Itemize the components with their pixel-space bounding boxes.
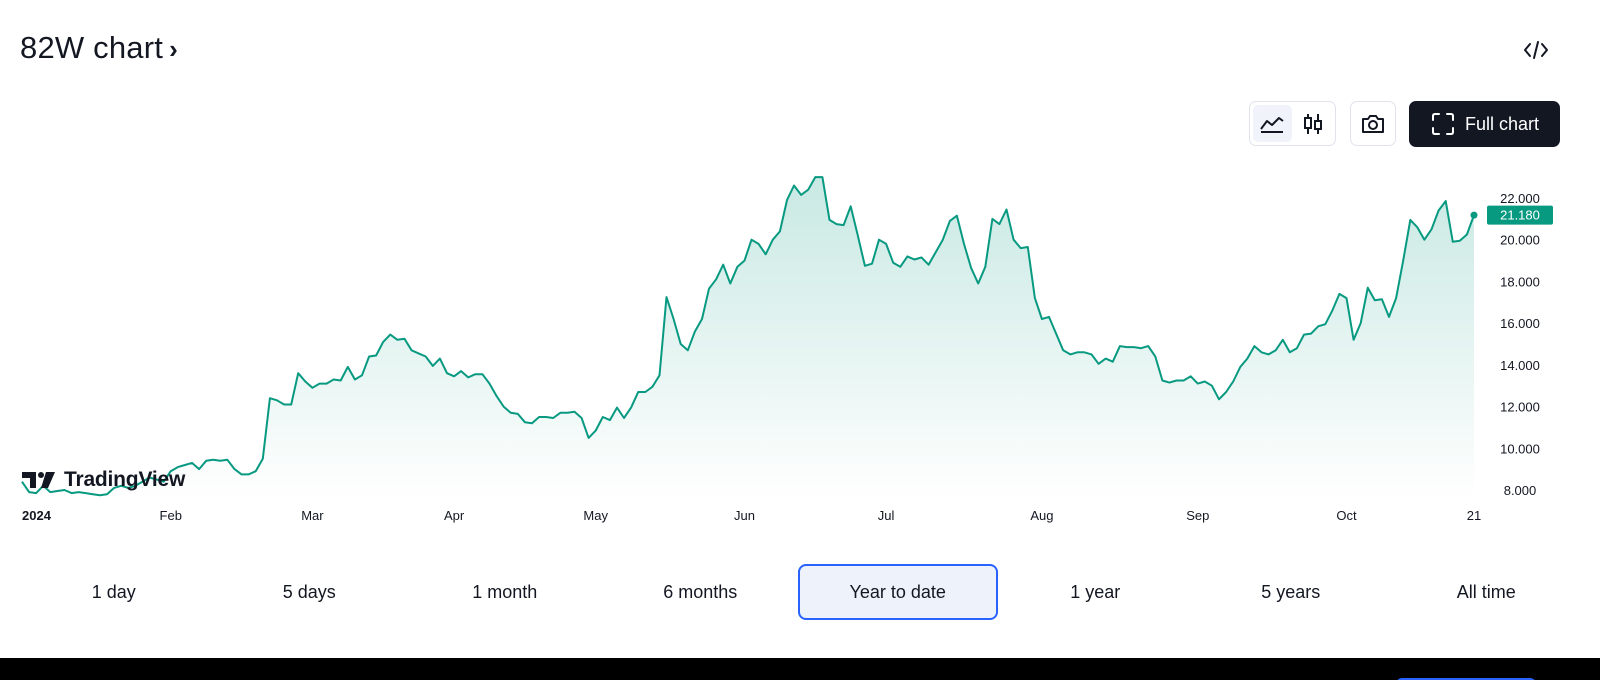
range-label: All time xyxy=(1456,581,1516,602)
y-tick-label: 18.000 xyxy=(1500,274,1540,289)
chart-type-group xyxy=(1249,101,1336,146)
y-tick-label: 12.000 xyxy=(1500,400,1540,415)
tradingview-logo-icon xyxy=(22,472,55,488)
y-tick-label: 8.000 xyxy=(1504,483,1537,498)
area-chart-icon xyxy=(1260,116,1284,133)
chart-title-link[interactable]: 82W chart › xyxy=(20,30,178,66)
code-icon xyxy=(1524,41,1548,59)
x-tick-label: Feb xyxy=(160,508,182,523)
area-fill xyxy=(22,177,1474,500)
x-tick-label: Apr xyxy=(444,508,465,523)
tradingview-logo[interactable]: TradingView xyxy=(22,468,185,492)
range-label: 6 months xyxy=(663,581,738,602)
full-chart-button[interactable]: Full chart xyxy=(1409,101,1560,147)
banner-button[interactable] xyxy=(1396,678,1536,680)
range-5-days[interactable]: 5 days xyxy=(212,564,408,620)
camera-icon xyxy=(1362,114,1384,133)
last-price-label: 21.180 xyxy=(1500,208,1540,223)
chevron-right-icon: › xyxy=(169,33,178,64)
y-tick-label: 10.000 xyxy=(1500,441,1540,456)
x-tick-label: Jul xyxy=(878,508,895,523)
candlestick-icon xyxy=(1303,113,1322,134)
x-tick-label: 2024 xyxy=(22,508,52,523)
fullscreen-icon xyxy=(1432,113,1454,135)
y-tick-label: 16.000 xyxy=(1500,316,1540,331)
x-axis: 2024 Feb Mar Apr May Jun Jul Aug Sep Oct 21 xyxy=(22,508,1481,523)
range-label: 5 years xyxy=(1261,581,1321,602)
price-line xyxy=(21,176,1475,497)
snapshot-button[interactable] xyxy=(1350,101,1396,146)
x-tick-label: Sep xyxy=(1186,508,1209,523)
x-tick-label: Aug xyxy=(1030,508,1053,523)
range-6-months[interactable]: 6 months xyxy=(603,564,799,620)
y-tick-label: 20.000 xyxy=(1500,233,1540,248)
range-label: 5 days xyxy=(282,581,336,602)
range-1-day[interactable]: 1 day xyxy=(16,564,212,620)
area-chart-button[interactable] xyxy=(1253,105,1292,142)
range-all-time[interactable]: All time xyxy=(1389,564,1585,620)
range-5-years[interactable]: 5 years xyxy=(1193,564,1389,620)
embed-code-button[interactable] xyxy=(1518,36,1554,64)
range-1-year[interactable]: 1 year xyxy=(998,564,1194,620)
x-tick-label: May xyxy=(583,508,608,523)
last-price-badge: 21.180 xyxy=(1487,205,1553,225)
range-year-to-date[interactable]: Year to date xyxy=(798,564,998,620)
price-chart[interactable]: 8.000 10.000 12.000 14.000 16.000 18.000 20.00… xyxy=(0,160,1600,530)
range-label: Year to date xyxy=(849,581,946,602)
last-price-dot xyxy=(1470,211,1478,219)
chart-title: 82W chart xyxy=(20,30,164,65)
x-tick-label: Mar xyxy=(301,508,324,523)
bottom-banner xyxy=(0,658,1600,680)
full-chart-label: Full chart xyxy=(1465,113,1540,134)
range-1-month[interactable]: 1 month xyxy=(407,564,603,620)
y-tick-label: 22.000 xyxy=(1500,191,1540,206)
y-tick-label: 14.000 xyxy=(1500,358,1540,373)
range-label: 1 day xyxy=(91,581,136,602)
x-tick-label: Jun xyxy=(734,508,755,523)
time-range-selector: 1 day 5 days 1 month 6 months Year to da… xyxy=(16,564,1584,620)
x-tick-label: Oct xyxy=(1336,508,1357,523)
tradingview-logo-text: TradingView xyxy=(64,468,186,491)
range-label: 1 year xyxy=(1070,581,1121,602)
range-label: 1 month xyxy=(472,581,538,602)
candlestick-chart-button[interactable] xyxy=(1294,105,1333,142)
x-tick-label: 21 xyxy=(1467,508,1481,523)
y-axis: 8.000 10.000 12.000 14.000 16.000 18.000 20.00… xyxy=(1500,191,1540,498)
